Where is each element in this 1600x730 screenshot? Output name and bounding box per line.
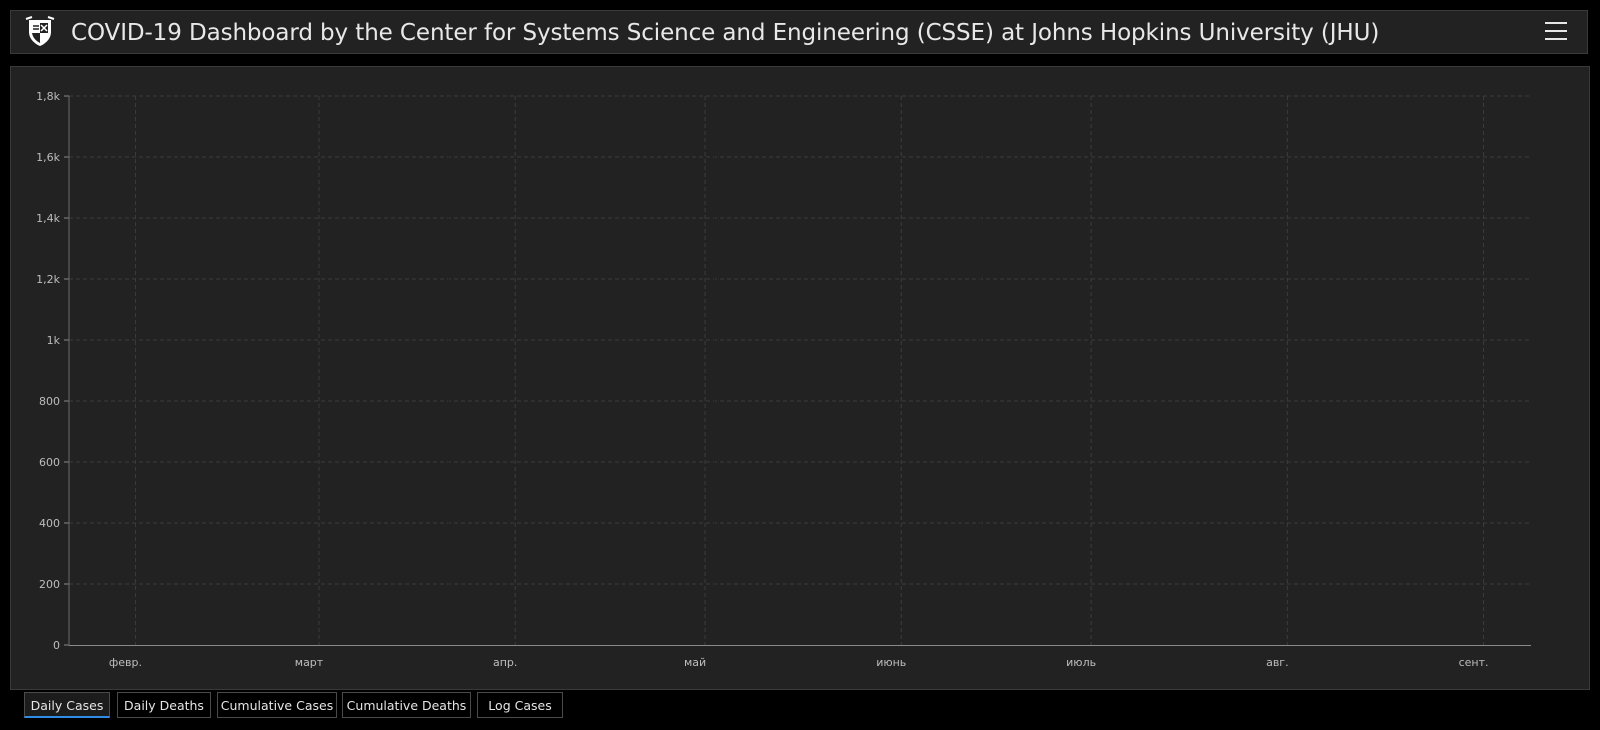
x-tick-label: июль xyxy=(1066,656,1096,669)
x-tick-label: июнь xyxy=(876,656,906,669)
y-tick-label: 1k xyxy=(47,334,61,347)
y-tick-label: 800 xyxy=(39,395,60,408)
y-tick-label: 200 xyxy=(39,578,60,591)
chart-panel: 0 200 400 600 800 1k 1,2k 1,4k 1,6k 1,8k февр. март… xyxy=(10,66,1590,690)
page-title: COVID-19 Dashboard by the Center for Sys… xyxy=(71,20,1380,46)
hamburger-menu-icon[interactable] xyxy=(1545,22,1567,42)
tab-cumulative-deaths[interactable]: Cumulative Deaths xyxy=(342,692,471,718)
y-tick-label: 1,2k xyxy=(36,273,60,286)
x-tick-label: май xyxy=(684,656,706,669)
y-tick-label: 0 xyxy=(53,639,60,652)
y-tick-label: 600 xyxy=(39,456,60,469)
dashboard-header: COVID-19 Dashboard by the Center for Sys… xyxy=(10,10,1588,54)
university-shield-icon xyxy=(25,16,55,46)
x-tick-label: февр. xyxy=(109,656,142,669)
tab-daily-cases[interactable]: Daily Cases xyxy=(24,692,110,718)
y-tick-label: 400 xyxy=(39,517,60,530)
daily-cases-chart: 0 200 400 600 800 1k 1,2k 1,4k 1,6k 1,8k февр. март… xyxy=(36,90,1531,669)
x-tick-label: март xyxy=(295,656,324,669)
x-tick-label: сент. xyxy=(1459,656,1489,669)
x-tick-label: апр. xyxy=(493,656,517,669)
x-tick-label: авг. xyxy=(1266,656,1289,669)
tab-daily-deaths[interactable]: Daily Deaths xyxy=(117,692,211,718)
tab-log-cases[interactable]: Log Cases xyxy=(477,692,563,718)
y-tick-label: 1,6k xyxy=(36,151,60,164)
y-tick-label: 1,8k xyxy=(36,90,60,103)
y-tick-label: 1,4k xyxy=(36,212,60,225)
tab-cumulative-cases[interactable]: Cumulative Cases xyxy=(217,692,337,718)
